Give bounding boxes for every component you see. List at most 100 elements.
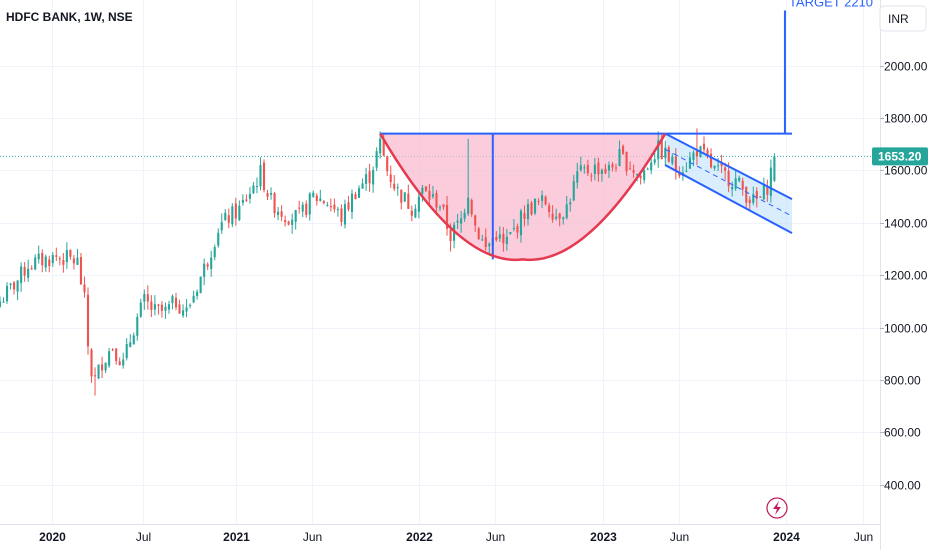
candle-body [30, 268, 33, 270]
candle-body [593, 164, 596, 174]
candle-body [653, 159, 656, 163]
last-price-label: 1653.20 [878, 149, 922, 163]
candle-body [762, 184, 765, 200]
candle-body [76, 257, 79, 265]
candle-body [125, 344, 128, 359]
candle-body [565, 204, 568, 218]
candle-body [315, 195, 318, 202]
candle-body [590, 175, 593, 177]
candle-body [400, 189, 403, 203]
candle-body [150, 301, 153, 310]
x-tick-label: Jul [136, 530, 151, 544]
candle-body [572, 181, 575, 201]
candle-body [667, 147, 670, 162]
candle-body [319, 198, 322, 201]
time-axis[interactable]: 2020 Jul 2021 Jun 2022 Jun 2023 Jun 2024 Jun [39, 530, 873, 544]
candle-body [294, 209, 297, 222]
candle-body [731, 186, 734, 190]
candle-body [329, 206, 332, 208]
candle-body [65, 250, 68, 263]
price-label-tag: 1653.20 [872, 147, 928, 166]
candle-body [435, 193, 438, 208]
candle-body [115, 348, 118, 362]
candle-body [625, 151, 628, 172]
candle-body [526, 204, 530, 220]
candle-body [213, 247, 216, 258]
candle-body [576, 171, 579, 183]
candle-body [234, 203, 237, 219]
candle-body [417, 196, 420, 212]
candle-body [13, 282, 16, 290]
y-tick-label: 1400.00 [884, 217, 928, 231]
handle-channel-mid [665, 148, 793, 217]
candle-body [280, 211, 283, 217]
candle-body [122, 359, 125, 366]
candle-body [104, 362, 107, 371]
x-tick-label: Jun [670, 530, 689, 544]
candle-body [484, 237, 487, 248]
candle-body [354, 194, 357, 200]
candle-body [51, 254, 54, 264]
handle-channel-lower [664, 164, 793, 235]
candle-body [343, 204, 347, 225]
candle-body [2, 301, 5, 303]
candle-body [685, 170, 688, 172]
candle-body [108, 351, 111, 366]
candle-body [262, 162, 266, 191]
candle-body [463, 212, 466, 219]
candle-body [305, 203, 308, 215]
candle-body [438, 207, 442, 209]
candle-body [428, 190, 431, 200]
candle-body [600, 170, 603, 174]
candle-body [34, 257, 37, 270]
candle-body [136, 316, 139, 336]
candle-body [326, 204, 329, 206]
candle-body [611, 164, 614, 168]
candle-body [298, 207, 301, 209]
candle-body [720, 163, 723, 166]
y-tick-label: 1800.00 [884, 112, 928, 126]
candle-body [220, 222, 223, 231]
price-axis[interactable]: 400.00 600.00 800.00 1000.00 1200.00 1400.00 1… [880, 60, 928, 493]
candle-body [449, 229, 452, 242]
candle-body [639, 175, 642, 179]
candle-body [336, 209, 339, 211]
candle-body [5, 285, 9, 302]
candle-body [650, 162, 653, 171]
candle-body [382, 139, 385, 156]
candle-body [755, 191, 758, 199]
handle-channel-upper [664, 132, 793, 201]
candle-body [724, 167, 727, 171]
candle-body [421, 187, 424, 194]
candle-body [192, 295, 195, 303]
candle-body [375, 151, 378, 168]
candle-body [146, 294, 149, 302]
candle-body [671, 156, 674, 164]
chart-title: HDFC BANK, 1W, NSE [6, 10, 133, 24]
candle-body [773, 156, 776, 181]
currency-button[interactable]: INR [879, 5, 927, 32]
y-tick-label: 1000.00 [884, 322, 928, 336]
candle-body [185, 307, 188, 312]
candles [0, 128, 776, 396]
candle-body [139, 302, 142, 317]
candle-body [350, 193, 354, 213]
candle-body [445, 204, 449, 229]
cup-curve [379, 132, 667, 262]
candle-body [498, 234, 501, 239]
lightning-icon[interactable] [766, 497, 788, 519]
candle-body [695, 151, 699, 157]
candle-body [27, 268, 30, 278]
candle-body [357, 188, 361, 198]
candle-body [523, 213, 526, 219]
candle-body [470, 200, 473, 215]
x-tick-label: Jun [486, 530, 505, 544]
candle-body [291, 219, 294, 226]
candle-body [44, 256, 47, 268]
drawings-back [380, 133, 792, 260]
candle-body [586, 165, 589, 174]
candle-body [231, 206, 234, 225]
candle-body [636, 174, 639, 176]
